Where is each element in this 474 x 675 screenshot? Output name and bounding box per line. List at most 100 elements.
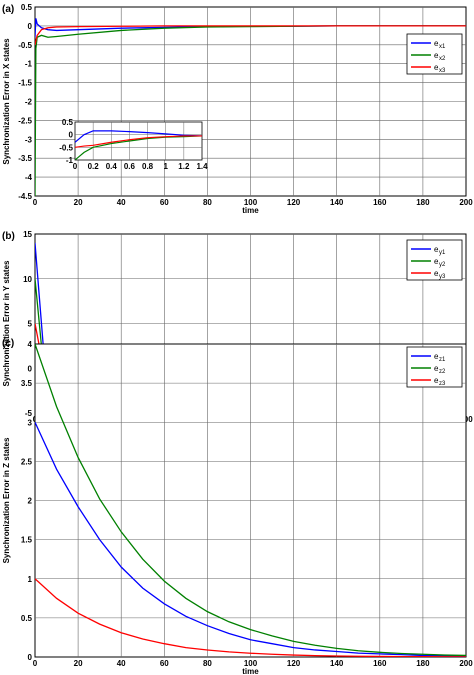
legend-entry-subscript: y3 [439, 274, 446, 280]
x-tick-label: 100 [244, 659, 258, 668]
panel-label: (a) [2, 4, 14, 15]
x-tick-label: 120 [287, 198, 301, 207]
inset-area [74, 121, 203, 161]
y-tick-label: 15 [23, 230, 32, 239]
legend-entry-subscript: z3 [439, 381, 446, 387]
legend-entry-y1: e [434, 245, 439, 254]
x-tick-label: 180 [416, 198, 430, 207]
y-tick-label: -3.5 [18, 154, 32, 163]
y-tick-label: -1.5 [18, 79, 32, 88]
x-tick-label: 200 [459, 659, 473, 668]
x-tick-label: 0 [33, 198, 38, 207]
y-tick-label: 0 [28, 364, 33, 373]
y-tick-label: -2 [25, 98, 33, 107]
inset-x-tick-label: 0.4 [106, 162, 118, 171]
y-tick-label: 2 [28, 497, 33, 506]
x-tick-label: 20 [74, 659, 83, 668]
x-tick-label: 40 [117, 198, 126, 207]
panel-label: (b) [2, 231, 15, 242]
legend-entry-y3: e [434, 269, 439, 278]
x-tick-label: 0 [33, 659, 38, 668]
legend-entry-z2: e [434, 364, 439, 373]
y-tick-label: -2.5 [18, 116, 32, 125]
x-tick-label: 200 [459, 198, 473, 207]
y-tick-label: 0 [28, 22, 33, 31]
y-tick-label: 4 [28, 340, 33, 349]
y-tick-label: 0 [28, 653, 33, 662]
y-tick-label: -4 [25, 173, 33, 182]
y-tick-label: 0.5 [21, 3, 33, 12]
x-tick-label: 40 [117, 659, 126, 668]
series-line-z2 [35, 344, 466, 657]
x-tick-label: 160 [373, 659, 387, 668]
y-tick-label: 5 [28, 320, 33, 329]
x-tick-label: 60 [160, 198, 169, 207]
x-tick-label: 100 [244, 198, 258, 207]
panel-0: 0 20 40 60 80 100 120 140 160 180 2000.50-0.5-1-1.… [2, 3, 473, 215]
y-axis-label: Synchronization Error in X states [2, 38, 11, 165]
series-line-z3 [35, 578, 466, 657]
legend-entry-y2: e [434, 257, 439, 266]
x-tick-label: 60 [160, 659, 169, 668]
inset-series-line-2 [75, 135, 202, 148]
legend-entry-subscript: y2 [439, 262, 446, 268]
y-tick-label: -4.5 [18, 192, 32, 201]
legend: e x1e x2e x3 [406, 33, 463, 75]
x-tick-label: 180 [416, 659, 430, 668]
y-tick-label: -5 [25, 409, 33, 418]
legend-entry-x1: e [434, 39, 439, 48]
y-axis-label: Synchronization Error in Y states [2, 260, 11, 387]
y-tick-label: 1 [28, 575, 33, 584]
y-tick-label: -0.5 [18, 41, 32, 50]
x-tick-label: 160 [373, 198, 387, 207]
legend-entry-x2: e [434, 51, 439, 60]
x-axis-label: time [242, 667, 259, 675]
legend-entry-x3: e [434, 63, 439, 72]
inset-y-tick-label: -1 [66, 156, 74, 165]
inset-x-tick-label: 1.2 [178, 162, 190, 171]
x-tick-label: 140 [330, 198, 344, 207]
y-axis-label: Synchronization Error in Z states [2, 437, 11, 563]
inset-x-tick-label: 0.6 [124, 162, 136, 171]
panel-2: 0 20 40 60 80 100 120 140 160 180 20043.532.521.51… [2, 338, 473, 675]
legend-entry-z3: e [434, 376, 439, 385]
inset-y-tick-label: 0.5 [62, 118, 74, 127]
y-tick-label: 1.5 [21, 536, 33, 545]
inset-x-tick-label: 0.8 [142, 162, 154, 171]
inset-plot: 0 0.2 0.4 0.6 0.8 1 1.2 1.4 0.5 0 -0.5 -1 [59, 118, 208, 171]
x-axis-label: time [242, 206, 259, 215]
legend: e y1e y2e y3 [406, 239, 463, 281]
y-tick-label: -3 [25, 135, 33, 144]
legend-entry-subscript: x3 [439, 68, 446, 74]
y-tick-label: 2.5 [21, 457, 33, 466]
inset-y-tick-label: 0 [69, 131, 74, 140]
x-tick-label: 120 [287, 659, 301, 668]
legend-entry-subscript: x1 [439, 44, 446, 50]
y-tick-label: 0.5 [21, 614, 33, 623]
series-line-z1 [35, 421, 466, 657]
x-tick-label: 80 [203, 659, 212, 668]
legend: e z1e z2e z3 [406, 346, 463, 388]
inset-x-tick-label: 1 [163, 162, 168, 171]
y-tick-label: 3 [28, 418, 33, 427]
panel-label: (c) [2, 338, 14, 349]
inset-x-tick-label: 0 [73, 162, 78, 171]
legend-entry-subscript: x2 [439, 56, 446, 62]
x-tick-label: 140 [330, 659, 344, 668]
inset-x-tick-label: 0.2 [88, 162, 100, 171]
inset-series-line-1 [75, 135, 202, 160]
y-tick-label: -1 [25, 60, 33, 69]
legend-entry-subscript: z2 [439, 369, 446, 375]
y-tick-label: 10 [23, 275, 32, 284]
x-tick-label: 80 [203, 198, 212, 207]
y-tick-label: 3.5 [21, 379, 33, 388]
legend-entry-subscript: z1 [439, 357, 446, 363]
series-line-x3 [35, 25, 466, 45]
legend-entry-subscript: y1 [439, 250, 446, 256]
inset-series-line-0 [75, 130, 202, 143]
x-tick-label: 20 [74, 198, 83, 207]
inset-y-tick-label: -0.5 [59, 143, 73, 152]
inset-x-tick-label: 1.4 [196, 162, 208, 171]
legend-entry-z1: e [434, 352, 439, 361]
